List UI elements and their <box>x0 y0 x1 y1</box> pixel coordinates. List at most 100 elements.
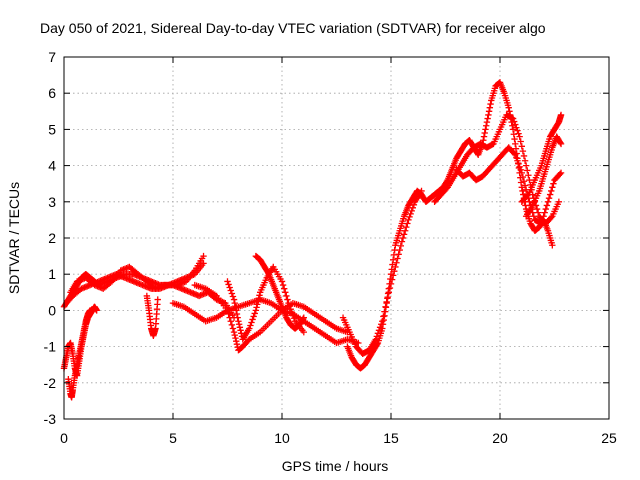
data-point <box>480 133 488 140</box>
series-track-i <box>224 263 307 343</box>
data-point <box>231 299 238 307</box>
data-point <box>519 147 527 155</box>
data-point <box>373 333 381 340</box>
y-axis-title: SDTVAR / TECUs <box>6 182 22 294</box>
data-point <box>246 325 253 332</box>
data-point <box>383 298 390 306</box>
data-point <box>482 126 489 133</box>
data-point <box>254 298 262 305</box>
data-point <box>224 278 231 285</box>
data-point <box>283 292 290 300</box>
data-point <box>542 205 549 213</box>
data-point <box>400 231 408 238</box>
data-point <box>233 340 241 348</box>
data-point <box>533 205 541 213</box>
y-tick-label: -2 <box>44 375 57 391</box>
data-point <box>230 328 238 336</box>
data-point <box>486 104 494 111</box>
x-axis-title: GPS time / hours <box>282 458 389 474</box>
data-point <box>391 267 398 275</box>
data-point <box>418 187 425 195</box>
data-point <box>282 289 289 296</box>
data-point <box>534 209 542 216</box>
data-point <box>278 278 286 285</box>
data-point <box>395 251 402 258</box>
data-point <box>514 127 521 134</box>
data-point <box>409 204 416 212</box>
data-point <box>485 108 493 115</box>
data-point <box>405 216 412 224</box>
data-point <box>524 167 531 174</box>
data-point <box>408 207 415 215</box>
data-point <box>549 242 556 249</box>
data-point <box>511 135 518 143</box>
data-point <box>557 111 565 119</box>
data-point <box>544 198 552 205</box>
data-point <box>235 321 243 328</box>
series-track-g <box>169 296 362 347</box>
data-point <box>375 327 383 334</box>
data-point <box>372 336 379 343</box>
data-point <box>229 293 237 300</box>
series-track-h <box>191 281 351 354</box>
data-point <box>555 198 563 205</box>
data-point <box>410 201 418 209</box>
data-point <box>377 321 385 328</box>
data-point <box>483 118 491 126</box>
data-point <box>231 331 238 339</box>
data-point <box>399 234 407 242</box>
data-point <box>394 255 401 262</box>
data-point <box>389 256 397 263</box>
data-point <box>516 163 523 171</box>
data-point <box>515 160 522 167</box>
tick-layer <box>63 56 610 420</box>
data-point <box>540 213 547 220</box>
series-track-j <box>252 252 307 332</box>
data-point <box>233 307 240 314</box>
data-point <box>86 307 94 314</box>
y-tick-label: -3 <box>44 411 57 427</box>
x-tick-labels: 0 5 10 15 20 25 <box>60 430 617 446</box>
x-tick-label: 15 <box>383 430 399 446</box>
data-point <box>513 124 520 131</box>
data-point <box>520 178 528 185</box>
data-point <box>518 143 525 150</box>
data-point <box>251 310 258 317</box>
data-point <box>280 285 288 292</box>
data-point <box>401 227 409 234</box>
data-point <box>403 223 410 231</box>
y-tick-label: 5 <box>48 121 56 137</box>
data-point <box>545 194 553 202</box>
data-point <box>230 296 238 303</box>
data-point <box>526 198 533 205</box>
data-point <box>225 310 232 318</box>
data-point <box>233 310 241 318</box>
data-point <box>549 184 556 191</box>
data-point <box>524 192 531 199</box>
data-point <box>518 169 525 177</box>
data-point <box>228 321 236 329</box>
data-point <box>284 296 291 303</box>
data-marks <box>60 79 565 401</box>
data-point <box>541 209 548 216</box>
data-point <box>548 214 555 221</box>
data-point <box>392 263 399 271</box>
data-point <box>380 313 387 320</box>
chart-title: Day 050 of 2021, Sidereal Day-to-day VTE… <box>40 20 546 36</box>
data-point <box>254 301 261 308</box>
data-point <box>232 303 239 310</box>
data-point <box>513 154 520 161</box>
data-point <box>355 339 362 347</box>
data-point <box>384 293 391 301</box>
data-point <box>556 170 564 178</box>
y-tick-label: 3 <box>48 194 56 210</box>
data-point <box>93 307 100 314</box>
x-tick-label: 20 <box>492 430 508 446</box>
data-point <box>406 213 413 221</box>
data-point <box>227 287 234 294</box>
x-tick-label: 5 <box>169 430 177 446</box>
y-tick-label: 7 <box>48 49 56 65</box>
data-point <box>397 242 405 250</box>
data-point <box>520 152 528 160</box>
